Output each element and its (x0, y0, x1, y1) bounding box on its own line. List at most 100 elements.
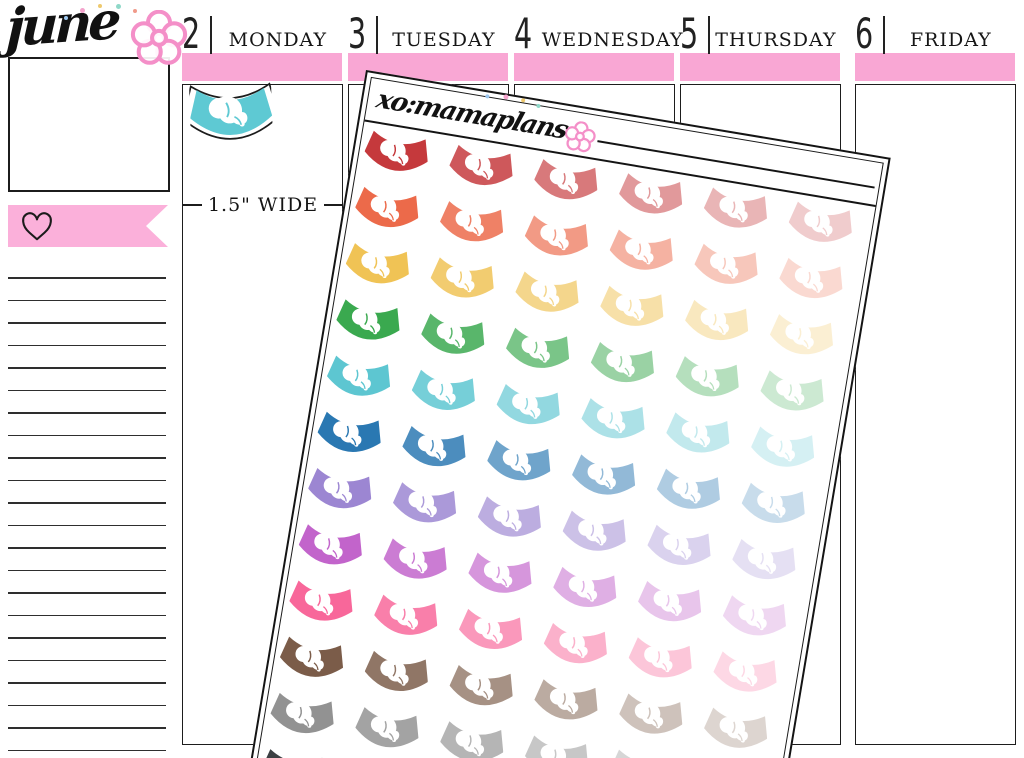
ruled-line (8, 592, 166, 594)
confetti-dot (133, 9, 137, 13)
ultrasound-sticker (560, 505, 631, 560)
day-name-label: FRIDAY (910, 29, 992, 51)
ruled-line (8, 277, 166, 279)
ultrasound-sticker (437, 196, 508, 251)
ultrasound-sticker (588, 336, 659, 391)
ultrasound-sticker (258, 744, 329, 758)
ultrasound-sticker (503, 322, 574, 377)
ultrasound-sticker (465, 547, 536, 602)
ruled-line (8, 322, 166, 324)
ultrasound-sticker (531, 154, 602, 209)
day-header-tuesday: 3 TUESDAY (348, 10, 510, 55)
ultrasound-sticker (456, 603, 527, 658)
ultrasound-sticker (277, 631, 348, 686)
day-name-label: TUESDAY (392, 29, 496, 51)
ultrasound-sticker (644, 519, 715, 574)
ultrasound-sticker (352, 702, 423, 757)
ultrasound-sticker (343, 238, 414, 293)
month-title: june (5, 0, 119, 60)
size-label-text: 1.5" WIDE (207, 194, 319, 216)
sidebar-photo-box (8, 57, 170, 192)
day-number-separator (882, 16, 885, 54)
ultrasound-sticker (776, 252, 847, 307)
day-name-label: THURSDAY (715, 29, 837, 51)
day-accent-bar (680, 53, 840, 81)
ultrasound-sticker (616, 688, 687, 743)
ultrasound-sticker (484, 435, 555, 490)
ruled-line (8, 479, 166, 482)
ruled-line (8, 569, 166, 572)
day-number: 5 (680, 9, 699, 59)
ultrasound-sticker (522, 210, 593, 265)
ultrasound-sticker (739, 477, 810, 532)
ultrasound-sticker (663, 407, 734, 462)
confetti-dot (98, 4, 102, 8)
size-label-dash-left (183, 204, 202, 206)
ultrasound-sticker (522, 730, 593, 758)
ultrasound-sticker (362, 645, 433, 700)
ultrasound-sticker (286, 575, 357, 630)
day-accent-bar (514, 53, 674, 81)
day-header-thursday: 5 THURSDAY (680, 9, 842, 59)
ruled-line (8, 682, 166, 684)
ultrasound-sticker (541, 618, 612, 673)
ultrasound-sticker (314, 406, 385, 461)
day-number-separator (375, 16, 378, 54)
ultrasound-sticker (635, 576, 706, 631)
ultrasound-sticker (550, 561, 621, 616)
ultrasound-sticker (324, 350, 395, 405)
ultrasound-sticker (654, 463, 725, 518)
ultrasound-sticker (475, 491, 546, 546)
ultrasound-sticker (569, 449, 640, 504)
day-number: 4 (514, 9, 533, 59)
ultrasound-sticker (748, 421, 819, 476)
sample-ultrasound-sticker (189, 82, 273, 140)
ultrasound-sticker (380, 533, 451, 588)
ruled-line (8, 659, 166, 662)
ultrasound-sticker (305, 463, 376, 518)
ultrasound-sticker (531, 674, 602, 729)
day-header-monday: 2 MONDAY (182, 9, 344, 59)
day-number: 2 (182, 9, 201, 59)
ultrasound-sticker (418, 308, 489, 363)
ultrasound-sticker (616, 168, 687, 223)
ultrasound-sticker (399, 421, 470, 476)
ultrasound-sticker (682, 294, 753, 349)
day-number-separator (209, 16, 212, 54)
ultrasound-sticker (607, 224, 678, 279)
ruled-line (8, 457, 166, 459)
ruled-line (8, 434, 166, 437)
ruled-line (8, 727, 166, 729)
ultrasound-sticker (494, 379, 565, 434)
ultrasound-sticker (446, 660, 517, 715)
size-label: 1.5" WIDE (183, 194, 344, 216)
ruled-line (8, 389, 166, 392)
ultrasound-sticker (597, 280, 668, 335)
day-number: 6 (855, 9, 874, 59)
ultrasound-sticker (786, 196, 857, 251)
ultrasound-sticker (428, 252, 499, 307)
ruled-line (8, 614, 166, 617)
ultrasound-sticker (767, 309, 838, 364)
ultrasound-sticker (361, 125, 432, 180)
ultrasound-sticker (757, 365, 828, 420)
ultrasound-sticker (578, 393, 649, 448)
ultrasound-sticker (607, 744, 678, 758)
ruled-line (8, 344, 166, 347)
day-accent-bar (182, 53, 342, 81)
ultrasound-sticker (352, 181, 423, 236)
ultrasound-sticker (729, 534, 800, 589)
heart-outline-icon (18, 209, 56, 243)
ultrasound-sticker (701, 182, 772, 237)
ruled-line (8, 547, 166, 549)
ruled-line (8, 524, 166, 527)
ultrasound-sticker (390, 477, 461, 532)
ultrasound-sticker (371, 589, 442, 644)
confetti-dot (80, 8, 85, 13)
ruled-line (8, 704, 166, 707)
ruled-line (8, 637, 166, 639)
ultrasound-sticker (626, 632, 697, 687)
confetti-dot (116, 4, 121, 9)
day-name-label: MONDAY (228, 29, 328, 51)
